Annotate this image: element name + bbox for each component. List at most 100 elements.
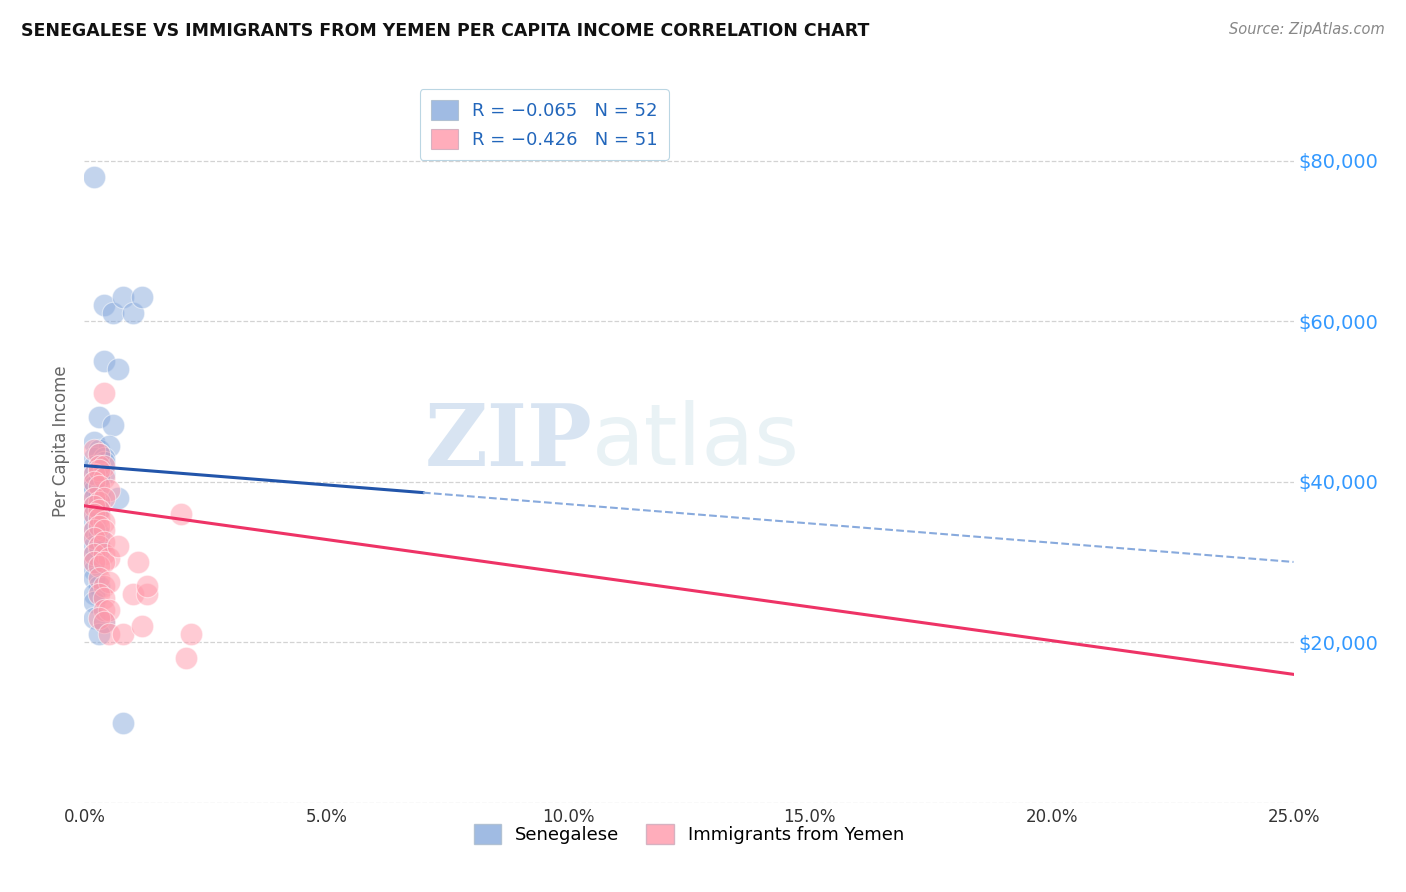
Point bbox=[93, 603, 115, 617]
Point bbox=[93, 298, 115, 312]
Point bbox=[103, 418, 125, 433]
Point bbox=[121, 306, 143, 320]
Point bbox=[180, 627, 202, 641]
Point bbox=[93, 523, 115, 537]
Point bbox=[93, 491, 115, 505]
Point bbox=[87, 571, 110, 585]
Point bbox=[93, 470, 115, 484]
Point bbox=[112, 627, 135, 641]
Point bbox=[83, 547, 105, 561]
Point bbox=[127, 555, 149, 569]
Point bbox=[83, 442, 105, 457]
Point bbox=[112, 715, 135, 730]
Point bbox=[87, 558, 110, 574]
Point bbox=[93, 450, 115, 465]
Point bbox=[83, 587, 105, 601]
Point bbox=[93, 467, 115, 481]
Point bbox=[83, 475, 105, 489]
Point bbox=[83, 499, 105, 513]
Point bbox=[136, 579, 159, 593]
Legend: Senegalese, Immigrants from Yemen: Senegalese, Immigrants from Yemen bbox=[467, 817, 911, 852]
Point bbox=[83, 458, 105, 473]
Point bbox=[103, 306, 125, 320]
Text: SENEGALESE VS IMMIGRANTS FROM YEMEN PER CAPITA INCOME CORRELATION CHART: SENEGALESE VS IMMIGRANTS FROM YEMEN PER … bbox=[21, 22, 869, 40]
Point bbox=[136, 587, 159, 601]
Point bbox=[87, 587, 110, 601]
Point bbox=[87, 458, 110, 473]
Point bbox=[83, 491, 105, 505]
Point bbox=[93, 555, 115, 569]
Point bbox=[83, 507, 105, 521]
Point bbox=[93, 534, 115, 549]
Point bbox=[87, 494, 110, 508]
Point bbox=[87, 518, 110, 533]
Point bbox=[121, 587, 143, 601]
Point bbox=[83, 571, 105, 585]
Point bbox=[83, 595, 105, 609]
Point bbox=[107, 539, 129, 553]
Point bbox=[93, 615, 115, 630]
Point bbox=[83, 523, 105, 537]
Point bbox=[131, 290, 153, 304]
Point bbox=[170, 507, 193, 521]
Point bbox=[131, 619, 153, 633]
Point bbox=[87, 611, 110, 625]
Point bbox=[83, 611, 105, 625]
Point bbox=[93, 458, 115, 473]
Text: Source: ZipAtlas.com: Source: ZipAtlas.com bbox=[1229, 22, 1385, 37]
Point bbox=[87, 478, 110, 492]
Point bbox=[93, 386, 115, 401]
Point bbox=[87, 502, 110, 516]
Point bbox=[87, 442, 110, 457]
Point bbox=[87, 494, 110, 508]
Point bbox=[87, 627, 110, 641]
Text: ZIP: ZIP bbox=[425, 400, 592, 483]
Point bbox=[83, 434, 105, 449]
Point bbox=[93, 354, 115, 368]
Point bbox=[83, 563, 105, 577]
Point bbox=[83, 491, 105, 505]
Point bbox=[87, 510, 110, 524]
Point bbox=[83, 467, 105, 481]
Point bbox=[83, 475, 105, 489]
Point bbox=[87, 458, 110, 473]
Point bbox=[93, 547, 115, 561]
Point bbox=[83, 531, 105, 545]
Point bbox=[93, 591, 115, 605]
Point bbox=[83, 555, 105, 569]
Point bbox=[83, 499, 105, 513]
Point bbox=[174, 651, 197, 665]
Point bbox=[87, 499, 110, 513]
Point bbox=[87, 462, 110, 476]
Point bbox=[87, 446, 110, 460]
Point bbox=[87, 470, 110, 484]
Point bbox=[87, 446, 110, 460]
Point bbox=[83, 515, 105, 529]
Point bbox=[107, 491, 129, 505]
Point bbox=[97, 438, 120, 452]
Point bbox=[87, 486, 110, 500]
Y-axis label: Per Capita Income: Per Capita Income bbox=[52, 366, 70, 517]
Point bbox=[93, 515, 115, 529]
Point bbox=[83, 539, 105, 553]
Point bbox=[83, 523, 105, 537]
Point bbox=[87, 539, 110, 553]
Point bbox=[93, 579, 115, 593]
Text: atlas: atlas bbox=[592, 400, 800, 483]
Point bbox=[87, 579, 110, 593]
Point bbox=[107, 362, 129, 376]
Point bbox=[97, 574, 120, 589]
Point bbox=[83, 467, 105, 481]
Point bbox=[87, 526, 110, 541]
Point bbox=[83, 507, 105, 521]
Point bbox=[97, 483, 120, 497]
Point bbox=[93, 454, 115, 468]
Point bbox=[87, 502, 110, 516]
Point bbox=[97, 550, 120, 566]
Point bbox=[83, 547, 105, 561]
Point bbox=[83, 478, 105, 492]
Point bbox=[87, 542, 110, 557]
Point bbox=[87, 467, 110, 481]
Point bbox=[83, 450, 105, 465]
Point bbox=[93, 615, 115, 630]
